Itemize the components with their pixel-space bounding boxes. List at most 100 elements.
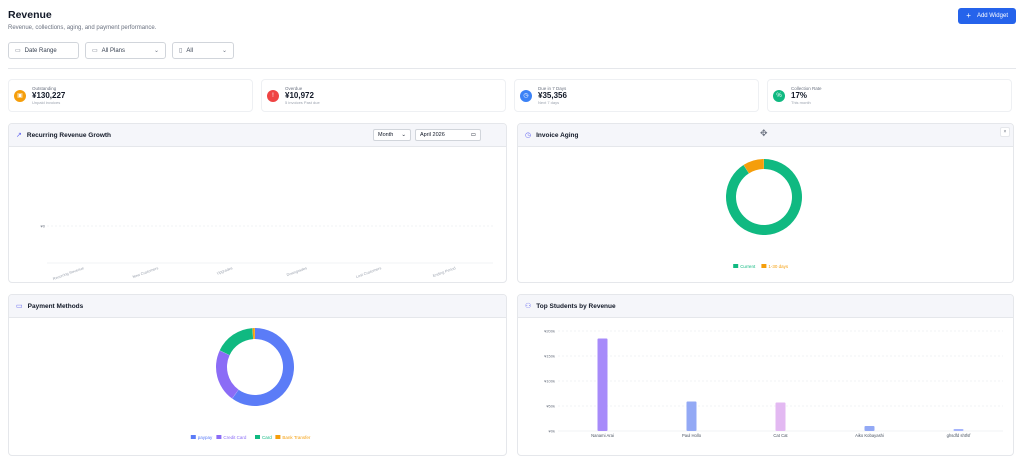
bar [775,402,786,431]
legend-label: Credit Card [223,435,247,440]
stat-label: Collection Rate [791,86,822,91]
stat-cards: ▣ Outstanding ¥130,227 Unpaid invoices !… [8,79,1016,112]
stat-label: Due in 7 Days [538,86,567,91]
widget-title: Payment Methods [27,302,84,310]
plus-icon: + [966,11,971,20]
donut-slice [216,350,239,399]
y-tick-label: ¥100k [544,379,555,384]
payment-methods-chart: paypay Credit Card Card Bank Transfer [190,328,311,440]
donut-slice [232,328,294,406]
widget-header[interactable]: ⚇ Top Students by Revenue [518,295,1013,318]
bar [864,426,875,431]
recurring-revenue-chart: ¥0 Recurring Revenue New Customers Upgrades… [41,224,493,281]
stat-card-overdue: ! Overdue ¥10,972 5 invoices Past due [261,79,506,112]
stat-value: ¥130,227 [32,91,66,100]
legend-swatch [216,435,222,439]
recurring-revenue-widget: ↗ Recurring Revenue Growth Month ⌄ April… [8,123,507,283]
legend-swatch [761,264,767,268]
donut-slice [743,159,764,174]
chevron-down-icon: ⌄ [221,48,227,54]
x-tick-label: Upgrades [216,266,233,275]
widget-title: Invoice Aging [536,131,579,139]
legend-label: Current [740,264,756,269]
legend-swatch [733,264,739,268]
month-picker[interactable]: April 2026 ▭ [415,129,481,141]
percent-icon: % [773,89,785,102]
y-tick-label: ¥200k [544,329,555,334]
period-value: Month [378,132,394,138]
stat-sub: This month [791,100,811,105]
plans-select[interactable]: ▭ All Plans ⌄ [85,42,166,59]
legend-label: Card [262,435,272,440]
legend-swatch [275,435,281,439]
widget-header[interactable]: ▭ Payment Methods [9,295,506,318]
stat-value: ¥35,356 [538,91,567,100]
close-icon[interactable]: × [1000,127,1010,137]
widget-header[interactable]: ◷ Invoice Aging ✥ × [518,124,1013,147]
stat-sub: Next 7 days [538,100,560,105]
date-range-picker[interactable]: ▭ Date Range [8,42,79,59]
widget-title: Recurring Revenue Growth [26,131,112,139]
donut-slice [219,328,254,356]
y-tick-label: ¥0 [41,224,46,229]
page-subtitle: Revenue, collections, aging, and payment… [8,25,157,31]
x-tick-label: Downgrades [286,266,307,277]
chevron-down-icon: ⌄ [153,48,159,54]
x-tick-label: Lost Customers [355,266,381,279]
stat-sub: Unpaid invoices [32,100,61,105]
x-tick-label: Recurring Revenue [52,266,84,281]
stat-value: ¥10,972 [285,91,314,100]
card-icon: ▭ [92,48,98,54]
add-widget-label: Add Widget [976,13,1008,19]
stat-card-due-soon: ◷ Due in 7 Days ¥35,356 Next 7 days [514,79,759,112]
legend-label: Bank Transfer [282,435,311,440]
x-tick-label: New Customers [132,266,159,279]
donut-slice [252,328,255,340]
stat-sub: 5 invoices Past due [285,100,320,105]
period-select[interactable]: Month ⌄ [373,129,411,141]
clock-icon: ◷ [520,89,532,102]
y-tick-label: ¥150k [544,354,555,359]
legend-label: 1-30 days [768,264,789,269]
card-icon: ▭ [16,303,23,310]
bar [597,338,608,431]
top-students-widget: ⚇ Top Students by Revenue ¥0k ¥50k ¥100k ¥1… [517,294,1014,456]
y-tick-label: ¥50k [546,404,555,409]
stat-label: Outstanding [32,86,57,91]
calendar-icon: ▭ [470,132,476,138]
status-select[interactable]: ▯ All ⌄ [172,42,234,59]
chevron-down-icon: ⌄ [401,132,406,138]
widget-header[interactable]: ↗ Recurring Revenue Growth Month ⌄ April… [9,124,506,147]
filter-bar: ▭ Date Range ▭ All Plans ⌄ ▯ All ⌄ [8,42,1016,59]
x-tick-label: ghsdfd shtfsf [947,433,972,438]
page-header: Revenue Revenue, collections, aging, and… [8,8,1016,42]
stat-card-collection-rate: % Collection Rate 17% This month [767,79,1012,112]
month-value: April 2026 [420,132,445,138]
x-tick-label: Aiko Kobayashi [855,433,884,438]
move-handle-icon[interactable]: ✥ [760,128,768,138]
x-tick-label: Nanami Arai [591,433,614,438]
wallet-icon: ▣ [14,89,26,102]
stat-label: Overdue [285,86,303,91]
users-icon: ⚇ [525,303,532,310]
legend-swatch [190,435,196,439]
calendar-icon: ▭ [15,48,21,54]
header-divider [8,68,1016,69]
document-icon: ▯ [179,48,183,54]
y-tick-label: ¥0k [549,429,555,434]
donut-slice [726,159,802,235]
legend-label: paypay [198,435,213,440]
add-widget-button[interactable]: + Add Widget [958,8,1016,24]
x-tick-label: Cat Cat [773,433,788,438]
payment-methods-widget: ▭ Payment Methods paypay Credit Card Card B… [8,294,507,456]
status-value: All [186,47,193,54]
alert-icon: ! [267,89,279,102]
stat-card-outstanding: ▣ Outstanding ¥130,227 Unpaid invoices [8,79,253,112]
plans-value: All Plans [101,47,126,54]
widget-title: Top Students by Revenue [536,302,616,310]
trend-up-icon: ↗ [16,132,22,139]
bar [953,429,964,431]
